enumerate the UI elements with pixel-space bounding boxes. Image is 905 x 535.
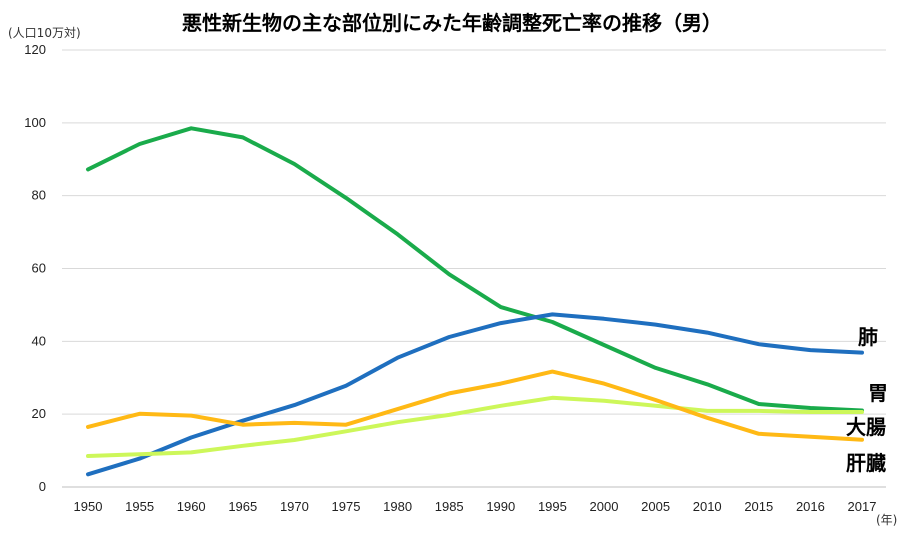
x-tick-label: 1960 xyxy=(177,499,206,514)
x-tick-label: 1985 xyxy=(435,499,464,514)
x-tick-label: 2015 xyxy=(744,499,773,514)
x-tick-label: 2016 xyxy=(796,499,825,514)
series-line-1 xyxy=(86,312,864,477)
x-axis-unit: (年) xyxy=(876,513,897,527)
y-tick-label: 100 xyxy=(24,115,46,130)
x-tick-label: 2010 xyxy=(693,499,722,514)
x-tick-label: 1975 xyxy=(332,499,361,514)
x-tick-label: 1970 xyxy=(280,499,309,514)
x-tick-label: 1990 xyxy=(486,499,515,514)
x-tick-label: 1950 xyxy=(74,499,103,514)
series-label: 大腸 xyxy=(846,415,886,439)
series-line-2 xyxy=(86,395,864,458)
x-tick-label: 1965 xyxy=(228,499,257,514)
series-line-0 xyxy=(86,126,864,413)
series-lines xyxy=(86,126,864,477)
x-tick-label: 2000 xyxy=(590,499,619,514)
y-axis-ticks: 0 20 40 60 80 100 120 xyxy=(24,42,46,494)
x-tick-label: 1980 xyxy=(383,499,412,514)
x-tick-label: 2017 xyxy=(848,499,877,514)
y-tick-label: 20 xyxy=(32,406,46,421)
series-label: 肝臓 xyxy=(846,451,886,475)
y-tick-label: 80 xyxy=(32,188,46,203)
gridlines xyxy=(62,49,886,488)
y-axis-unit: (人口10万対) xyxy=(8,26,81,40)
y-tick-label: 40 xyxy=(32,333,46,348)
y-tick-label: 60 xyxy=(32,261,46,276)
y-tick-label: 0 xyxy=(39,479,46,494)
chart-title: 悪性新生物の主な部位別にみた年齢調整死亡率の推移（男） xyxy=(182,11,722,35)
x-axis-ticks: 1950 1955 1960 1965 1970 1975 1980 1985 1990 1995… xyxy=(74,499,877,514)
y-tick-label: 120 xyxy=(24,42,46,57)
series-label: 胃 xyxy=(868,381,888,405)
x-tick-label: 2005 xyxy=(641,499,670,514)
x-tick-label: 1955 xyxy=(125,499,154,514)
x-tick-label: 1995 xyxy=(538,499,567,514)
series-label: 肺 xyxy=(858,325,878,349)
series-line-3 xyxy=(86,369,864,442)
